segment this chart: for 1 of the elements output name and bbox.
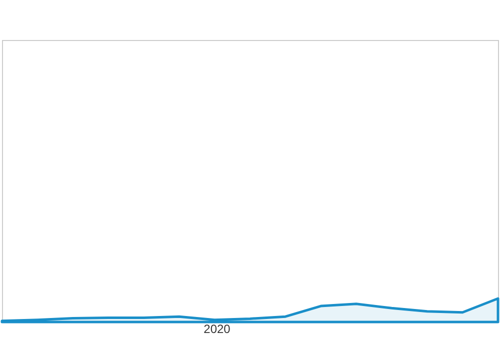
text: 2020 xyxy=(204,322,231,336)
